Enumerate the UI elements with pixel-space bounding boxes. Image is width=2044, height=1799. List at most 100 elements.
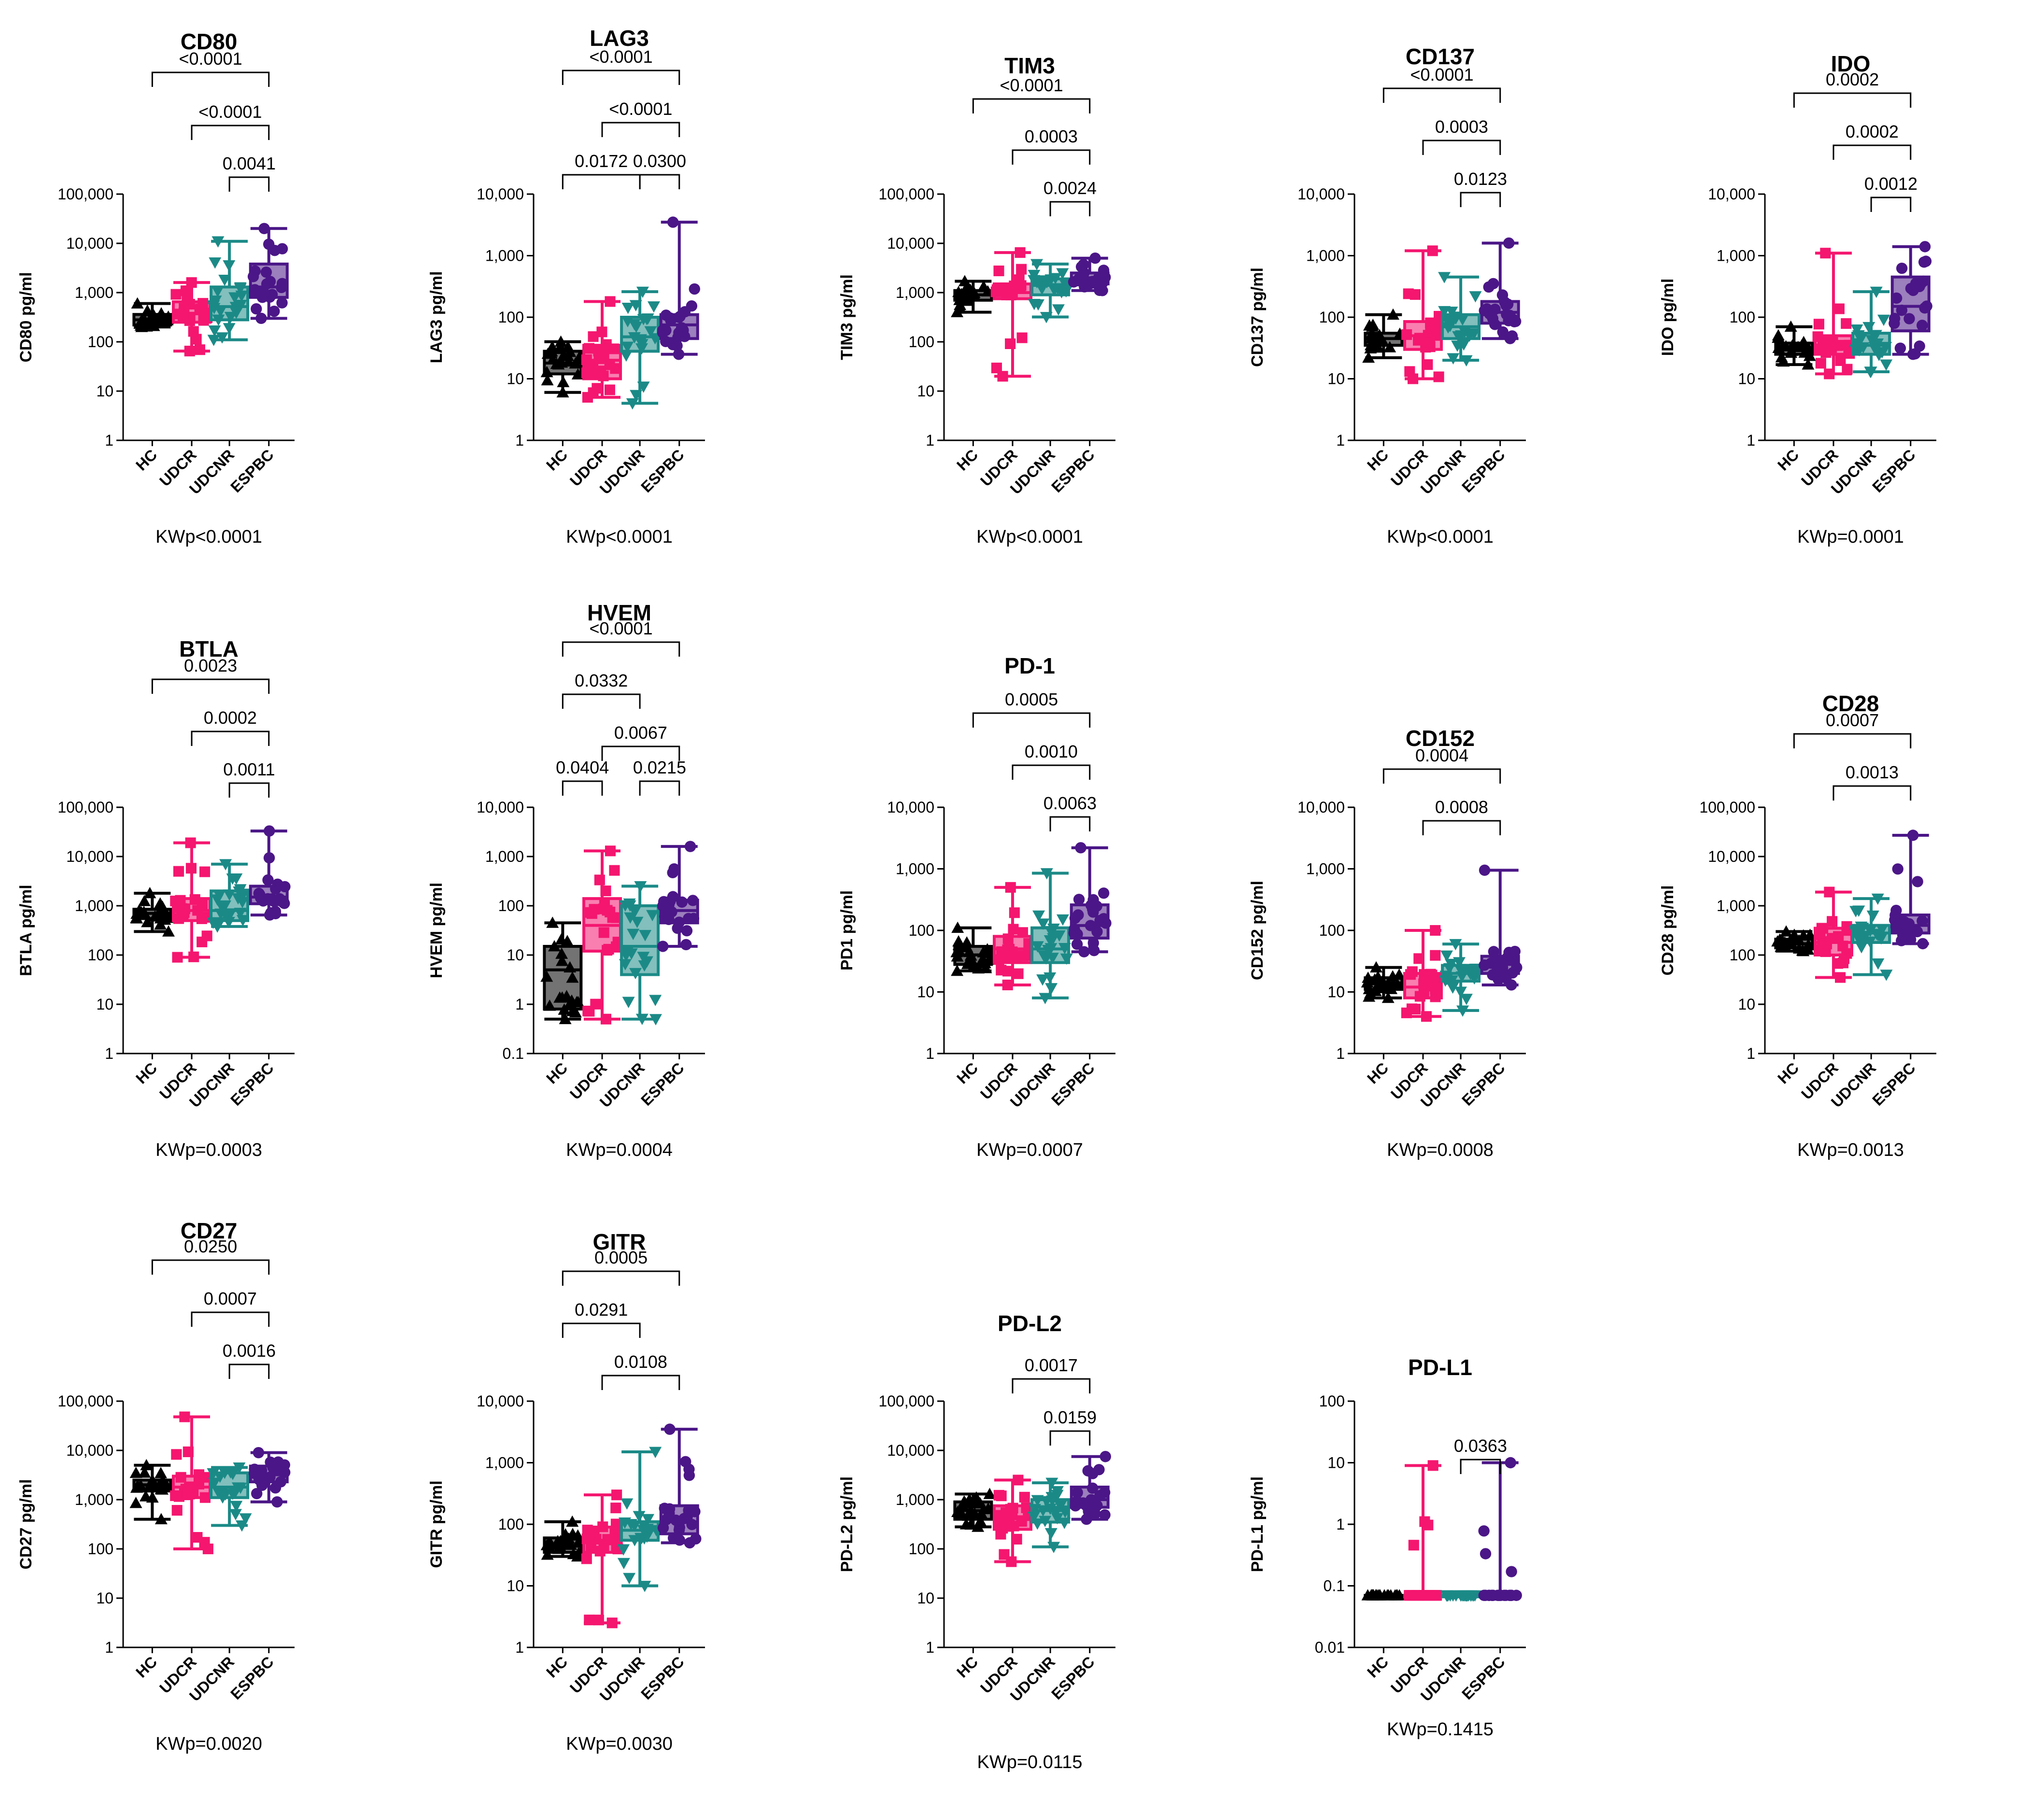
data-point <box>636 286 649 298</box>
box-udcnr <box>620 286 662 410</box>
data-point <box>216 1492 229 1504</box>
panel-title: PD-1 <box>1004 653 1055 678</box>
box-udcr <box>993 882 1034 991</box>
kw-pvalue: KWp=0.0020 <box>155 1734 262 1754</box>
data-point <box>234 299 247 311</box>
y-tick-label: 1 <box>515 432 524 449</box>
data-point <box>1056 914 1069 926</box>
data-point <box>637 1525 650 1536</box>
p-value-label: <0.0001 <box>198 102 262 122</box>
data-point <box>1031 1518 1044 1530</box>
data-point <box>1919 241 1931 253</box>
y-tick-label: 100,000 <box>878 1392 934 1410</box>
panel-title: BTLA <box>179 636 239 661</box>
data-point <box>269 906 282 917</box>
y-tick-label: 1,000 <box>75 284 113 301</box>
y-tick-label: 10,000 <box>1297 799 1345 816</box>
data-point <box>229 1509 242 1520</box>
y-tick-label: 10 <box>917 382 934 400</box>
data-point <box>641 313 654 325</box>
data-point <box>962 1509 975 1521</box>
box-udcr <box>582 845 623 1025</box>
y-tick-label: 100 <box>88 946 113 964</box>
significance-bracket: 0.0172 <box>562 151 641 189</box>
y-tick-label: 1 <box>105 1639 113 1656</box>
data-point <box>1824 368 1835 379</box>
data-point <box>264 291 276 303</box>
significance-bracket: <0.0001 <box>191 102 270 140</box>
data-point <box>1021 1502 1032 1513</box>
data-point <box>993 954 1004 965</box>
data-point <box>991 363 1002 374</box>
data-point <box>657 1522 669 1534</box>
data-point <box>1841 318 1852 329</box>
p-value-label: 0.0250 <box>184 1237 237 1256</box>
data-point <box>1870 286 1883 298</box>
data-point <box>609 865 620 876</box>
chart-panel-tim3: TIM3 1 10 100 1,000 10,000 100,000 TIM3 pg/ml HC… <box>838 53 1115 547</box>
significance-bracket: <0.0001 <box>562 47 680 85</box>
data-point <box>1438 272 1451 283</box>
data-point <box>1880 970 1893 981</box>
significance-bracket: 0.0024 <box>1043 178 1097 216</box>
data-point <box>1918 256 1930 268</box>
data-point <box>1005 338 1016 350</box>
panel-title: CD152 <box>1406 726 1475 751</box>
box-udcr <box>170 1411 213 1555</box>
p-value-label: 0.0007 <box>204 1289 257 1308</box>
panel-title: CD137 <box>1406 44 1475 69</box>
data-point <box>1780 925 1793 937</box>
y-tick-label: 1 <box>105 1045 113 1062</box>
data-point <box>1870 928 1883 941</box>
data-point <box>689 283 700 295</box>
data-point <box>1414 333 1425 344</box>
bracket-line <box>191 125 270 140</box>
data-point <box>1457 339 1470 351</box>
data-point <box>188 326 199 337</box>
data-point <box>605 845 616 857</box>
data-point <box>671 340 683 351</box>
data-point <box>1085 1495 1096 1507</box>
data-point <box>566 1515 579 1527</box>
data-point <box>591 1533 602 1545</box>
data-point <box>1078 259 1089 270</box>
p-value-label: 0.0011 <box>223 759 275 779</box>
p-value-label: 0.0332 <box>575 671 628 690</box>
y-tick-label: 10,000 <box>66 1442 113 1459</box>
p-value-label: 0.0012 <box>1864 174 1917 194</box>
data-point <box>131 1479 144 1491</box>
data-point <box>230 1501 243 1512</box>
bracket-line <box>228 176 270 192</box>
data-point <box>223 260 236 272</box>
data-point <box>140 1459 153 1471</box>
data-point <box>1458 964 1471 976</box>
data-point <box>1912 876 1923 887</box>
kw-pvalue: KWp=0.0003 <box>155 1140 262 1160</box>
data-point <box>1016 264 1027 275</box>
y-tick-label: 10 <box>1738 996 1755 1013</box>
data-point <box>1005 1504 1016 1515</box>
data-point <box>605 296 616 307</box>
data-point <box>1907 284 1919 296</box>
data-point <box>1866 910 1879 922</box>
data-point <box>1094 284 1105 296</box>
data-point <box>1497 326 1508 338</box>
data-point <box>566 971 579 983</box>
y-tick-label: 10,000 <box>477 1392 524 1410</box>
data-point <box>1052 304 1065 316</box>
y-tick-label: 10 <box>507 946 524 964</box>
kw-pvalue: KWp<0.0001 <box>566 527 673 547</box>
data-point <box>557 349 570 360</box>
data-point <box>1031 1495 1044 1506</box>
p-value-label: <0.0001 <box>589 47 652 67</box>
data-point <box>1056 268 1069 280</box>
p-value-label: 0.0010 <box>1025 742 1078 761</box>
data-point <box>667 891 679 902</box>
data-point <box>231 1482 244 1494</box>
data-point <box>681 925 693 937</box>
data-point <box>223 323 236 335</box>
significance-bracket: <0.0001 <box>151 49 270 87</box>
box-hc <box>951 1488 996 1532</box>
